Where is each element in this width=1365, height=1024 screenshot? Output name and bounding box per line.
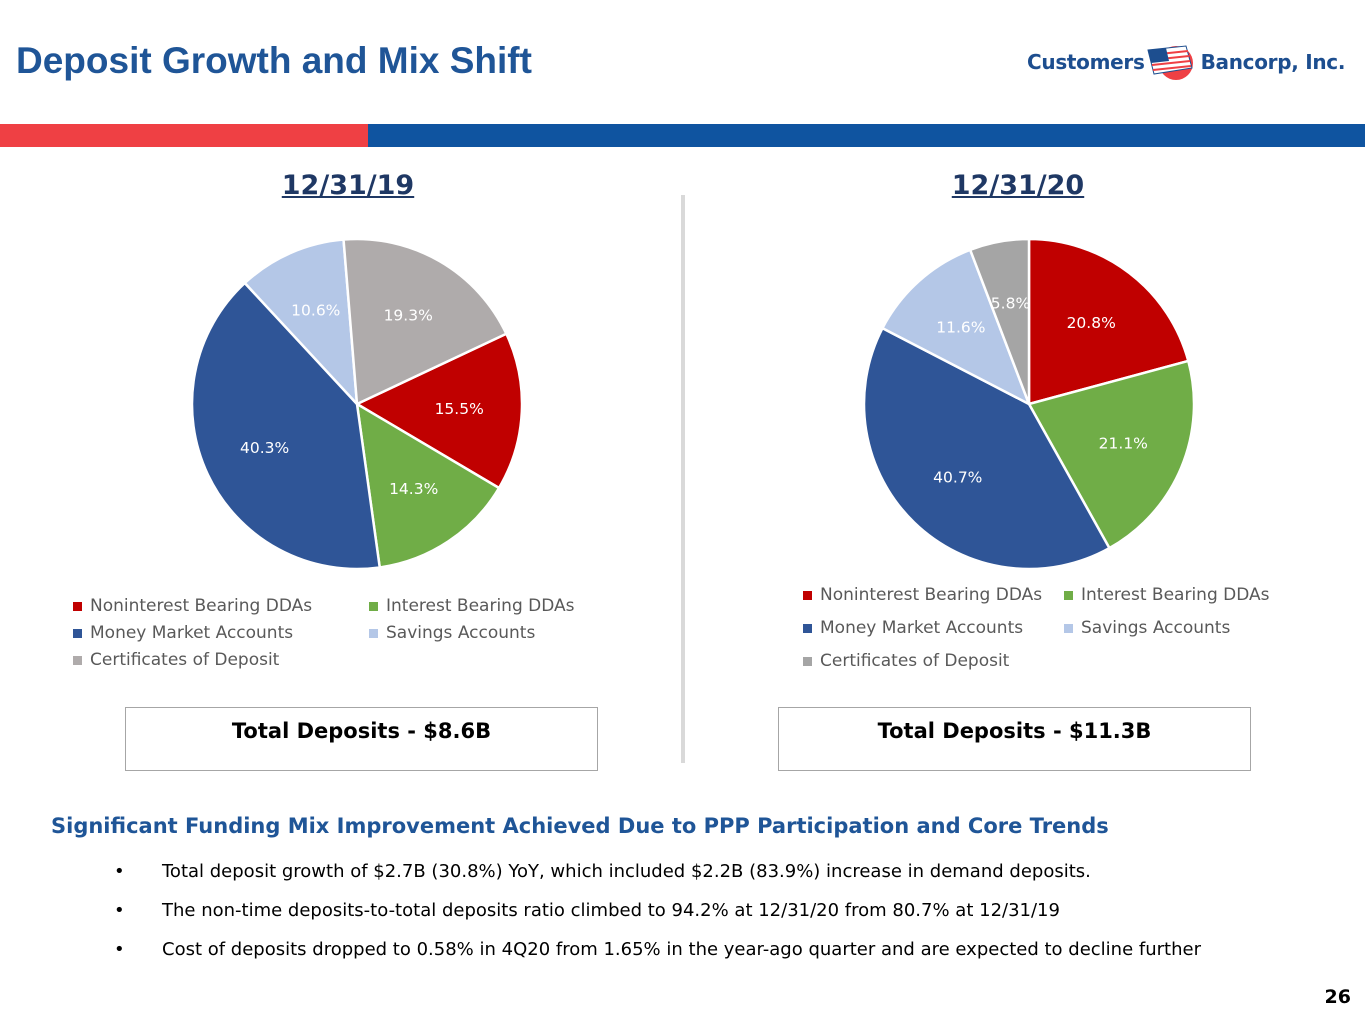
legend-swatch [1064,590,1073,600]
pie-label-interest-bearing-ddas: 14.3% [389,480,438,498]
logo-text-bancorp: Bancorp, Inc. [1200,50,1346,74]
legend-label: Noninterest Bearing DDAs [820,585,1043,605]
legend-item-noninterest-bearing-ddas: Noninterest Bearing DDAs [73,596,369,616]
total-deposits-2019: Total Deposits - $8.6B [125,707,598,771]
legend-swatch [1064,623,1073,633]
bullet-marker: • [114,861,125,882]
legend-swatch [803,623,812,633]
pie-slice-certificates-of-deposit [968,237,1031,406]
chart-title-2020: 12/31/20 [951,170,1085,201]
bullet-text: Cost of deposits dropped to 0.58% in 4Q2… [162,939,1201,960]
pie-label-money-market-accounts: 40.7% [933,469,982,487]
bullet-item: • The non-time deposits-to-total deposits… [114,891,1201,930]
legend-swatch [73,655,82,665]
pie-label-savings-accounts: 11.6% [936,319,985,337]
flag-logo-icon [1146,45,1193,80]
pie-label-certificates-of-deposit: 5.8% [991,294,1030,312]
bullet-marker: • [114,939,125,960]
legend-swatch [73,628,82,638]
legend-label: Money Market Accounts [90,623,294,643]
legend-2020: Noninterest Bearing DDAs Interest Bearing… [803,585,1304,671]
pie-chart-2019: 15.5% 14.3% 40.3% 10.6% 19.3% [190,237,524,571]
summary-bullets: • Total deposit growth of $2.7B (30.8%) Y… [114,852,1201,969]
bullet-text: The non-time deposits-to-total deposits … [162,900,1060,921]
page-title: Deposit Growth and Mix Shift [16,40,532,81]
pie-slice-certificates-of-deposit [342,237,508,406]
bullet-text: Total deposit growth of $2.7B (30.8%) Yo… [162,861,1091,882]
bullet-item: • Cost of deposits dropped to 0.58% in 4Q… [114,930,1201,969]
legend-label: Money Market Accounts [820,618,1024,638]
legend-swatch [73,601,82,611]
pie-label-noninterest-bearing-ddas: 15.5% [435,400,484,418]
legend-item-interest-bearing-ddas: Interest Bearing DDAs [369,596,609,616]
pie-label-certificates-of-deposit: 19.3% [384,307,433,325]
legend-item-savings-accounts: Savings Accounts [369,623,609,643]
pie-label-savings-accounts: 10.6% [291,301,340,319]
legend-swatch [369,628,378,638]
legend-label: Certificates of Deposit [820,651,1010,671]
summary-headline: Significant Funding Mix Improvement Achi… [51,814,1109,838]
legend-label: Noninterest Bearing DDAs [90,596,313,616]
bullet-marker: • [114,900,125,921]
pie-label-interest-bearing-ddas: 21.1% [1099,435,1148,453]
legend-label: Savings Accounts [1081,618,1231,638]
pie-slice-savings-accounts [881,248,1031,406]
legend-item-certificates-of-deposit: Certificates of Deposit [73,650,369,670]
pie-slice-interest-bearing-ddas [1027,359,1196,550]
legend-label: Interest Bearing DDAs [386,596,575,616]
legend-label: Interest Bearing DDAs [1081,585,1270,605]
legend-2019: Noninterest Bearing DDAs Interest Bearing… [73,596,609,670]
bullet-item: • Total deposit growth of $2.7B (30.8%) Y… [114,852,1201,891]
legend-item-noninterest-bearing-ddas: Noninterest Bearing DDAs [803,585,1064,605]
pie-slice-noninterest-bearing-ddas [355,332,524,490]
chart-title-2019: 12/31/19 [281,170,415,201]
company-logo: Customers Bancorp, Inc. [1027,40,1345,84]
page-number: 26 [1324,986,1351,1008]
pie-slice-money-market-accounts [862,326,1111,571]
pie-slice-noninterest-bearing-ddas [1027,237,1190,406]
legend-item-money-market-accounts: Money Market Accounts [73,623,369,643]
legend-item-money-market-accounts: Money Market Accounts [803,618,1064,638]
header-accent-blue-bar [368,124,1365,147]
logo-text-customers: Customers [1027,50,1145,74]
legend-swatch [803,656,812,666]
vertical-divider [681,195,685,763]
pie-chart-2020: 20.8% 21.1% 40.7% 11.6% 5.8% [862,237,1196,571]
legend-label: Savings Accounts [386,623,536,643]
pie-slice-savings-accounts [243,238,359,406]
total-deposits-2020: Total Deposits - $11.3B [778,707,1251,771]
legend-item-interest-bearing-ddas: Interest Bearing DDAs [1064,585,1304,605]
pie-label-money-market-accounts: 40.3% [240,439,289,457]
legend-label: Certificates of Deposit [90,650,280,670]
legend-item-certificates-of-deposit: Certificates of Deposit [803,651,1064,671]
legend-swatch [369,601,378,611]
pie-slice-interest-bearing-ddas [355,402,501,569]
pie-slice-money-market-accounts [190,281,381,571]
header-accent-red-bar [0,124,368,147]
pie-label-noninterest-bearing-ddas: 20.8% [1067,314,1116,332]
legend-swatch [803,590,812,600]
legend-item-savings-accounts: Savings Accounts [1064,618,1304,638]
